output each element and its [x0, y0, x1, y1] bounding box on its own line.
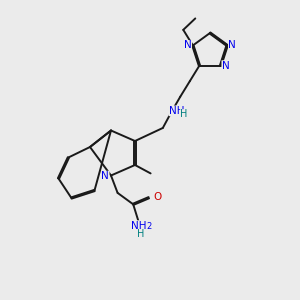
- Text: N: N: [228, 40, 236, 50]
- Text: N: N: [101, 171, 109, 181]
- Text: O: O: [154, 191, 162, 202]
- Text: NH: NH: [131, 220, 147, 231]
- Text: 2: 2: [146, 222, 152, 231]
- Text: N: N: [184, 40, 192, 50]
- Text: H: H: [180, 110, 188, 119]
- Text: N: N: [222, 61, 230, 70]
- Text: H: H: [137, 229, 145, 239]
- Text: NH: NH: [169, 106, 184, 116]
